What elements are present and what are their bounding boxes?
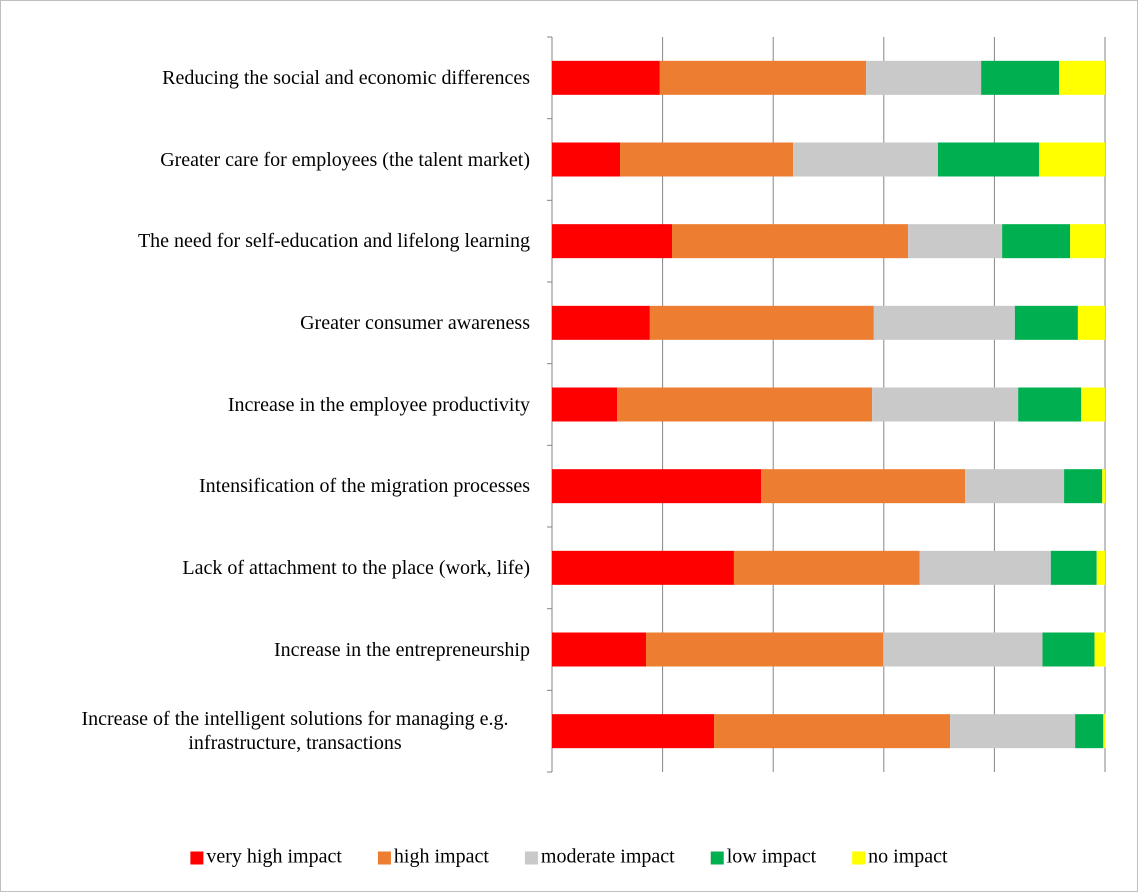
bar-segment xyxy=(1096,550,1105,585)
bar-segment xyxy=(793,142,938,177)
category-label-box: Lack of attachment to the place (work, l… xyxy=(182,528,530,608)
bar-segment xyxy=(672,224,909,259)
bar-segment xyxy=(965,469,1065,504)
category-label: Increase in the employee productivity xyxy=(227,393,530,416)
legend-swatch xyxy=(710,851,724,865)
category-label: Increase of the intelligent solutions fo… xyxy=(81,708,509,755)
category-label-box: Increase of the intelligent solutions fo… xyxy=(60,691,530,771)
bar-segment xyxy=(1075,714,1104,749)
category-label-box: Intensification of the migration process… xyxy=(199,446,530,526)
bar-segment xyxy=(649,305,874,340)
category-label-box: Greater consumer awareness xyxy=(300,283,530,363)
category-label: Lack of attachment to the place (work, l… xyxy=(182,556,530,579)
category-label: Greater care for employees (the talent m… xyxy=(160,148,530,171)
bar-segment xyxy=(883,632,1043,667)
bar-segment xyxy=(1042,632,1095,667)
bar-segment xyxy=(552,60,660,95)
category-label-box: The need for self-education and lifelong… xyxy=(138,201,530,281)
bar-segment xyxy=(1002,224,1071,259)
bar-segment xyxy=(1039,142,1105,177)
bar-segment xyxy=(981,60,1060,95)
bar-segment xyxy=(620,142,794,177)
bar-segment xyxy=(659,60,867,95)
bar-segment xyxy=(552,469,762,504)
bar-segment xyxy=(1094,632,1106,667)
bar-segment xyxy=(1059,60,1105,95)
bar-segment xyxy=(1070,224,1105,259)
bar-segment xyxy=(733,550,920,585)
bar-segment xyxy=(552,632,647,667)
bar-segment xyxy=(1102,469,1105,504)
bar-segment xyxy=(950,714,1076,749)
bar-segment xyxy=(552,714,715,749)
bar-segment xyxy=(866,60,982,95)
category-label: The need for self-education and lifelong… xyxy=(137,230,530,253)
bar-segment xyxy=(552,142,621,177)
legend-swatch xyxy=(524,851,538,865)
bar-segment xyxy=(552,224,673,259)
bar-segment xyxy=(552,550,734,585)
bar-segment xyxy=(1081,387,1105,422)
bar-segment xyxy=(919,550,1051,585)
category-label: Increase in the entrepreneurship xyxy=(274,638,530,661)
bar-segment xyxy=(872,387,1019,422)
category-label-box: Increase in the entrepreneurship xyxy=(274,610,530,690)
bar-segment xyxy=(552,387,618,422)
category-label: Reducing the social and economic differe… xyxy=(162,66,530,89)
legend-swatch xyxy=(190,851,204,865)
bar-segment xyxy=(761,469,966,504)
bar-segment xyxy=(552,305,650,340)
bar-segment xyxy=(873,305,1015,340)
bar-segment xyxy=(617,387,873,422)
legend-label: very high impact xyxy=(206,846,342,868)
category-label-box: Increase in the employee productivity xyxy=(228,365,530,445)
bar-segment xyxy=(1064,469,1103,504)
bar-segment xyxy=(1103,714,1106,749)
bar-segment xyxy=(1014,305,1078,340)
category-label: Intensification of the migration process… xyxy=(198,475,530,498)
bar-segment xyxy=(714,714,951,749)
category-label-box: Reducing the social and economic differe… xyxy=(162,38,530,118)
legend-label: no impact xyxy=(868,846,948,868)
bar-segment xyxy=(1018,387,1082,422)
bar-segment xyxy=(908,224,1003,259)
legend-label: high impact xyxy=(394,846,489,868)
legend-label: moderate impact xyxy=(541,846,675,868)
category-label: Greater consumer awareness xyxy=(300,311,530,334)
bar-segment xyxy=(937,142,1040,177)
bar-segment xyxy=(1050,550,1097,585)
bar-segment xyxy=(1077,305,1105,340)
legend-label: low impact xyxy=(727,846,817,868)
category-label-box: Greater care for employees (the talent m… xyxy=(160,120,530,200)
legend-swatch xyxy=(377,851,391,865)
legend-swatch xyxy=(852,851,866,865)
bar-segment xyxy=(646,632,884,667)
